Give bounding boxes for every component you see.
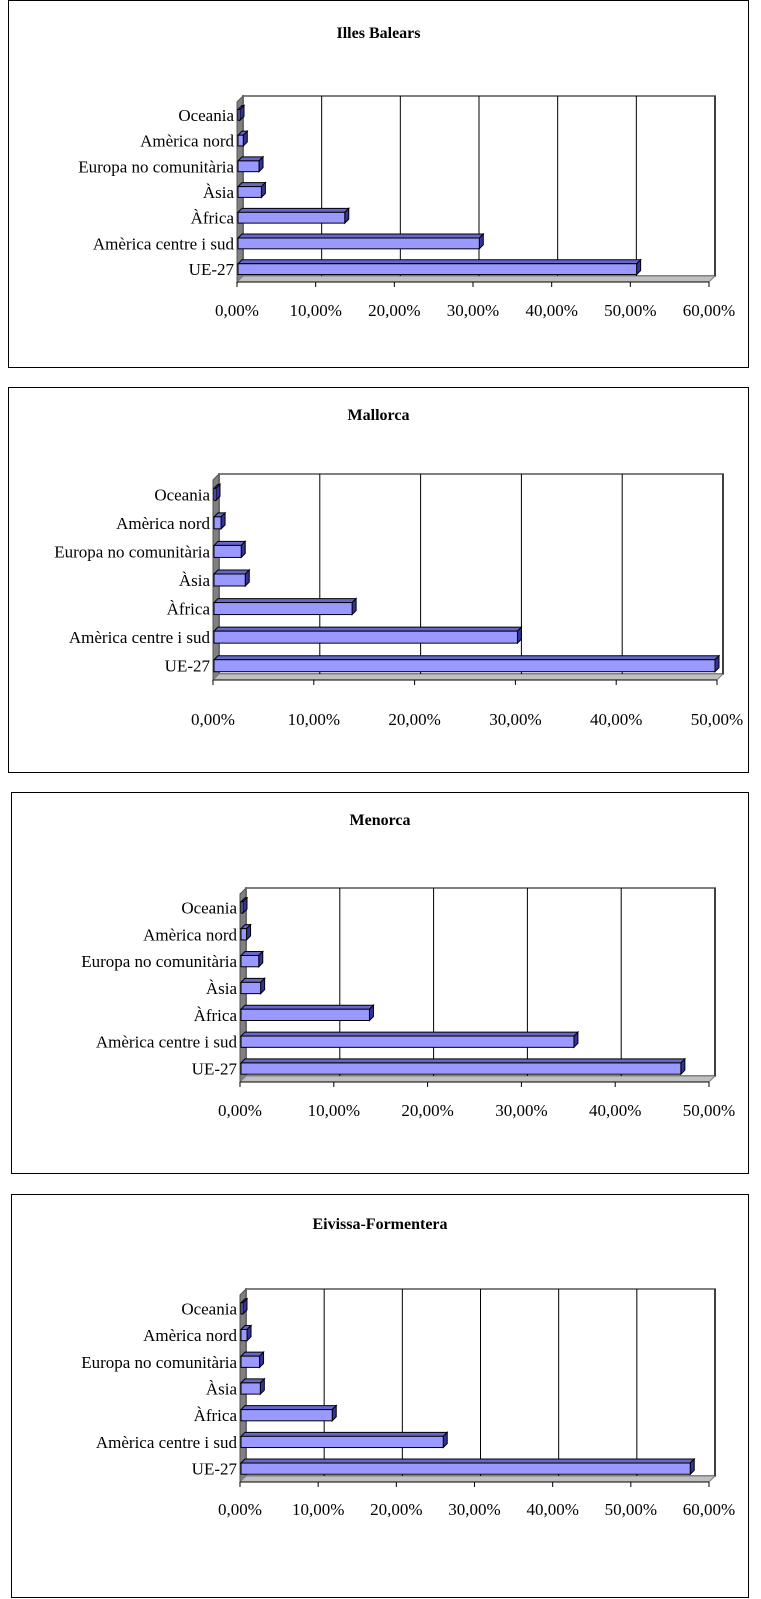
- floor: [211, 673, 725, 681]
- x-tick-label: 40,00%: [526, 1500, 578, 1519]
- category-label: Àfrica: [194, 1006, 238, 1025]
- category-label: Amèrica nord: [143, 925, 237, 944]
- bar: [239, 1057, 687, 1076]
- x-tick-label: 20,00%: [368, 301, 420, 320]
- x-tick-label: 40,00%: [525, 301, 577, 320]
- category-label: Europa no comunitària: [54, 542, 210, 561]
- x-tick-label: 50,00%: [683, 1101, 735, 1120]
- category-label: UE-27: [165, 657, 211, 676]
- chart-svg: Eivissa-Formentera 0,00% 10,00% 20,00% 30,00…: [81, 1216, 735, 1519]
- bar: [212, 540, 247, 559]
- category-label: Àfrica: [167, 600, 211, 619]
- floor: [235, 275, 717, 283]
- category-label: Amèrica nord: [143, 1326, 237, 1345]
- category-label: Àsia: [206, 1380, 238, 1399]
- chart-mallorca: Mallorca 0,00% 10,00% 20,00% 30,00% 40,00% 50,…: [8, 387, 749, 773]
- bar: [236, 207, 350, 225]
- bar: [236, 232, 485, 251]
- plot-area: [218, 473, 724, 675]
- bar: [212, 483, 222, 502]
- x-tick-label: 30,00%: [495, 1101, 547, 1120]
- bar: [236, 155, 265, 173]
- bar: [239, 1377, 266, 1396]
- x-tick-label: 50,00%: [605, 1500, 657, 1519]
- bar: [239, 1431, 449, 1449]
- bar: [236, 104, 246, 122]
- category-label: UE-27: [189, 260, 235, 279]
- chart-menorca: Menorca 0,00% 10,00% 20,00% 30,00% 40,00% 50,0…: [11, 792, 749, 1174]
- category-label: Oceania: [154, 485, 210, 504]
- category-label: Europa no comunitària: [81, 952, 237, 971]
- chart-svg: Illes Balears 0,00% 10,00% 20,00% 30,00% 40,0…: [78, 25, 735, 320]
- chart-svg: Mallorca 0,00% 10,00% 20,00% 30,00% 40,00% 50,…: [54, 407, 743, 729]
- x-tick-label: 50,00%: [604, 301, 656, 320]
- category-label: Àsia: [179, 571, 211, 590]
- bar: [212, 625, 523, 645]
- bar: [239, 1457, 696, 1476]
- bar: [239, 1030, 580, 1049]
- x-tick-label: 30,00%: [447, 301, 499, 320]
- category-label: Amèrica nord: [140, 132, 234, 151]
- bar: [239, 977, 266, 995]
- x-tick-label: 30,00%: [489, 710, 541, 729]
- x-tick-label: 10,00%: [288, 710, 340, 729]
- category-label: Amèrica centre i sud: [96, 1433, 238, 1452]
- x-tick-label: 20,00%: [370, 1500, 422, 1519]
- category-label: Àfrica: [191, 209, 235, 228]
- category-label: Amèrica centre i sud: [93, 234, 235, 253]
- category-label: Oceania: [181, 898, 237, 917]
- bar: [239, 1350, 265, 1369]
- bar: [239, 950, 264, 968]
- chart-title: Menorca: [349, 812, 410, 829]
- bar: [239, 1324, 253, 1342]
- bar: [236, 181, 267, 199]
- bar: [239, 1404, 338, 1423]
- category-label: UE-27: [192, 1060, 238, 1079]
- x-tick-label: 60,00%: [683, 301, 735, 320]
- floor: [238, 1475, 717, 1483]
- x-tick-label: 0,00%: [191, 710, 235, 729]
- bar: [239, 1004, 375, 1022]
- x-tick-label: 40,00%: [590, 710, 642, 729]
- bar: [236, 258, 642, 276]
- x-tick-label: 0,00%: [218, 1101, 262, 1120]
- x-tick-label: 10,00%: [308, 1101, 360, 1120]
- x-tick-label: 40,00%: [589, 1101, 641, 1120]
- chart-eivissa-formentera: Eivissa-Formentera 0,00% 10,00% 20,00% 30,00…: [11, 1194, 749, 1598]
- category-label: Amèrica centre i sud: [96, 1033, 238, 1052]
- category-label: Europa no comunitària: [78, 157, 234, 176]
- bar: [212, 511, 227, 531]
- bar: [212, 597, 358, 616]
- chart-title: Eivissa-Formentera: [312, 1216, 447, 1233]
- x-tick-label: 30,00%: [448, 1500, 500, 1519]
- category-label: Àsia: [203, 183, 235, 202]
- floor: [238, 1075, 717, 1083]
- category-label: Europa no comunitària: [81, 1353, 237, 1372]
- x-tick-label: 20,00%: [401, 1101, 453, 1120]
- category-label: UE-27: [192, 1460, 238, 1479]
- bar: [212, 654, 721, 673]
- chart-svg: Menorca 0,00% 10,00% 20,00% 30,00% 40,00% 50,0…: [81, 812, 735, 1120]
- bar: [239, 923, 252, 942]
- x-tick-label: 10,00%: [289, 301, 341, 320]
- x-tick-label: 20,00%: [388, 710, 440, 729]
- chart-title: Mallorca: [348, 407, 410, 424]
- category-label: Amèrica centre i sud: [69, 628, 211, 647]
- bar: [212, 568, 251, 588]
- bar: [239, 1297, 249, 1316]
- category-label: Àfrica: [194, 1406, 238, 1425]
- category-label: Oceania: [178, 106, 234, 125]
- category-label: Amèrica nord: [116, 514, 210, 533]
- category-label: Àsia: [206, 979, 238, 998]
- chart-title: Illes Balears: [337, 25, 421, 42]
- x-tick-label: 50,00%: [691, 710, 743, 729]
- x-tick-label: 0,00%: [218, 1500, 262, 1519]
- bar: [236, 129, 249, 148]
- x-tick-label: 60,00%: [683, 1500, 735, 1519]
- category-label: Oceania: [181, 1299, 237, 1318]
- bar: [239, 896, 249, 915]
- x-tick-label: 0,00%: [215, 301, 259, 320]
- chart-illes-balears: Illes Balears 0,00% 10,00% 20,00% 30,00% 40,0…: [8, 0, 749, 368]
- x-tick-label: 10,00%: [292, 1500, 344, 1519]
